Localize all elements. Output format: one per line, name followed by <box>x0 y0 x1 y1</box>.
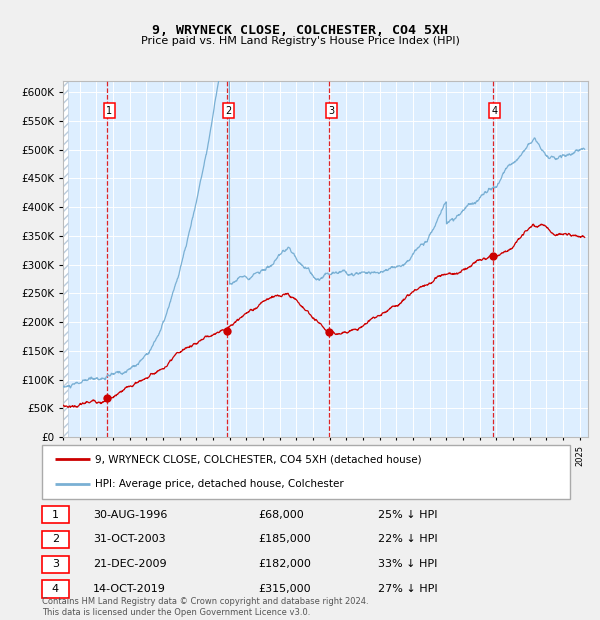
FancyBboxPatch shape <box>42 580 69 598</box>
Text: £185,000: £185,000 <box>258 534 311 544</box>
Text: 2: 2 <box>226 105 232 115</box>
Text: £68,000: £68,000 <box>258 510 304 520</box>
Text: 9, WRYNECK CLOSE, COLCHESTER, CO4 5XH (detached house): 9, WRYNECK CLOSE, COLCHESTER, CO4 5XH (d… <box>95 454 421 464</box>
Text: 25% ↓ HPI: 25% ↓ HPI <box>378 510 437 520</box>
FancyBboxPatch shape <box>42 531 69 548</box>
Text: 4: 4 <box>52 584 59 594</box>
Text: 21-DEC-2009: 21-DEC-2009 <box>93 559 167 569</box>
Text: 31-OCT-2003: 31-OCT-2003 <box>93 534 166 544</box>
Text: 1: 1 <box>106 105 112 115</box>
Text: 2: 2 <box>52 534 59 544</box>
Text: 1: 1 <box>52 510 59 520</box>
Text: 30-AUG-1996: 30-AUG-1996 <box>93 510 167 520</box>
Text: HPI: Average price, detached house, Colchester: HPI: Average price, detached house, Colc… <box>95 479 344 489</box>
Text: 22% ↓ HPI: 22% ↓ HPI <box>378 534 437 544</box>
Text: 3: 3 <box>328 105 334 115</box>
Text: 27% ↓ HPI: 27% ↓ HPI <box>378 584 437 594</box>
FancyBboxPatch shape <box>42 506 69 523</box>
FancyBboxPatch shape <box>42 445 570 499</box>
Text: 3: 3 <box>52 559 59 569</box>
Text: 9, WRYNECK CLOSE, COLCHESTER, CO4 5XH: 9, WRYNECK CLOSE, COLCHESTER, CO4 5XH <box>152 24 448 37</box>
Text: £315,000: £315,000 <box>258 584 311 594</box>
Text: 14-OCT-2019: 14-OCT-2019 <box>93 584 166 594</box>
Text: Contains HM Land Registry data © Crown copyright and database right 2024.
This d: Contains HM Land Registry data © Crown c… <box>42 598 368 617</box>
Text: £182,000: £182,000 <box>258 559 311 569</box>
FancyBboxPatch shape <box>42 556 69 573</box>
Text: 33% ↓ HPI: 33% ↓ HPI <box>378 559 437 569</box>
Text: 4: 4 <box>492 105 498 115</box>
Text: Price paid vs. HM Land Registry's House Price Index (HPI): Price paid vs. HM Land Registry's House … <box>140 36 460 46</box>
